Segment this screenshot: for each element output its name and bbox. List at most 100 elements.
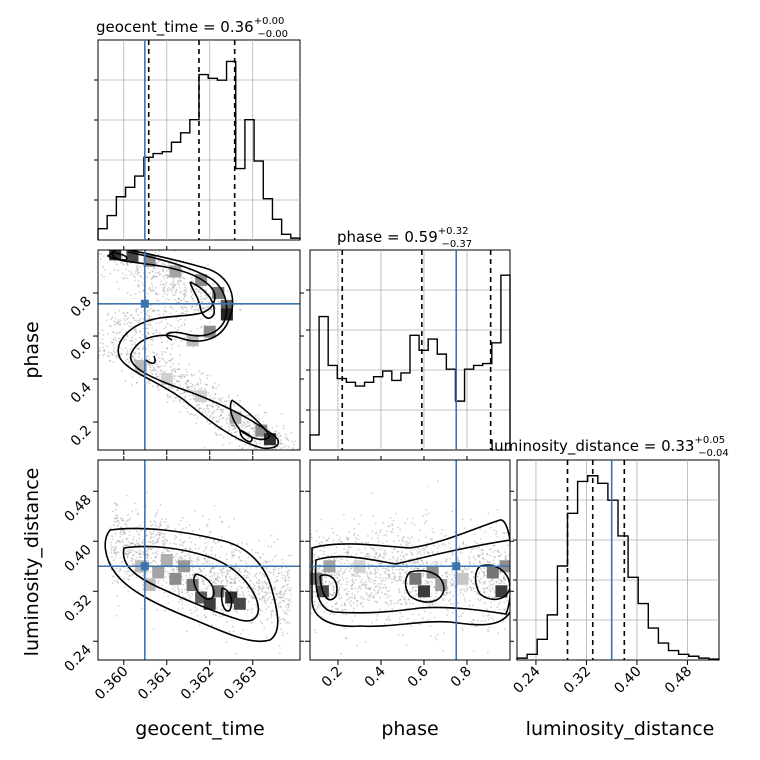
sample-point bbox=[460, 615, 462, 617]
sample-point bbox=[451, 553, 454, 555]
sample-point bbox=[229, 568, 232, 571]
sample-point bbox=[136, 513, 139, 516]
sample-point bbox=[463, 597, 466, 600]
sample-point bbox=[480, 538, 482, 540]
sample-point bbox=[203, 298, 206, 301]
sample-point bbox=[126, 544, 129, 546]
sample-point bbox=[133, 550, 136, 553]
sample-point bbox=[225, 575, 228, 578]
sample-point bbox=[180, 392, 183, 395]
sample-point bbox=[247, 594, 250, 596]
sample-point bbox=[131, 336, 134, 339]
sample-point bbox=[190, 330, 192, 332]
sample-point bbox=[445, 558, 448, 561]
sample-point bbox=[186, 387, 189, 390]
sample-point bbox=[274, 566, 276, 569]
sample-point bbox=[137, 355, 140, 358]
sample-point bbox=[250, 608, 252, 611]
sample-point bbox=[246, 576, 248, 579]
sample-point bbox=[264, 445, 267, 447]
sample-point bbox=[398, 588, 400, 590]
sample-point bbox=[122, 264, 125, 266]
x-tick-label: 0.362 bbox=[178, 664, 218, 704]
sample-point bbox=[130, 271, 133, 273]
sample-point bbox=[161, 518, 163, 520]
sample-point bbox=[135, 382, 138, 384]
sample-point bbox=[261, 585, 264, 587]
sample-point bbox=[250, 548, 253, 551]
sample-point bbox=[114, 508, 117, 511]
sample-point bbox=[128, 325, 131, 327]
sample-point bbox=[344, 608, 347, 611]
sample-point bbox=[196, 557, 198, 560]
sample-point bbox=[473, 619, 476, 622]
sample-point bbox=[287, 576, 290, 579]
sample-point bbox=[271, 598, 273, 601]
sample-point bbox=[135, 309, 137, 312]
sample-point bbox=[367, 567, 370, 570]
sample-point bbox=[219, 515, 222, 518]
sample-point bbox=[131, 356, 134, 359]
sample-point bbox=[209, 394, 212, 397]
sample-point bbox=[280, 567, 283, 569]
sample-point bbox=[156, 552, 158, 555]
sample-point bbox=[247, 586, 249, 588]
sample-point bbox=[462, 593, 465, 596]
sample-point bbox=[375, 567, 378, 569]
panel-frame bbox=[97, 459, 301, 661]
sample-point bbox=[476, 593, 479, 595]
sample-point bbox=[498, 601, 501, 604]
sample-point bbox=[124, 552, 127, 555]
sample-point bbox=[414, 585, 416, 588]
sample-point bbox=[435, 638, 438, 641]
sample-point bbox=[213, 382, 216, 384]
sample-point bbox=[113, 269, 116, 271]
sample-point bbox=[399, 543, 402, 546]
sample-point bbox=[114, 260, 116, 263]
sample-point bbox=[169, 396, 171, 398]
sample-point bbox=[425, 560, 428, 563]
sample-point bbox=[165, 318, 167, 321]
sample-point bbox=[278, 568, 280, 570]
sample-point bbox=[199, 293, 202, 295]
sample-point bbox=[169, 312, 172, 315]
sample-point bbox=[276, 593, 278, 596]
sample-point bbox=[466, 569, 469, 571]
sample-point bbox=[278, 572, 280, 575]
sample-point bbox=[380, 580, 383, 582]
sample-point bbox=[338, 560, 340, 563]
sample-point bbox=[263, 575, 266, 578]
sample-point bbox=[140, 553, 142, 556]
sample-point bbox=[462, 612, 464, 615]
sample-point bbox=[242, 594, 245, 597]
sample-point bbox=[117, 604, 120, 607]
sample-point bbox=[359, 602, 362, 605]
sample-point bbox=[254, 585, 256, 587]
sample-point bbox=[262, 421, 265, 423]
sample-point bbox=[239, 308, 242, 311]
sample-point bbox=[213, 539, 215, 542]
sample-point bbox=[280, 435, 282, 437]
sample-point bbox=[189, 558, 192, 560]
sample-point bbox=[224, 585, 227, 587]
sample-point bbox=[266, 592, 268, 594]
sample-point bbox=[431, 538, 433, 541]
sample-point bbox=[213, 567, 216, 570]
sample-point bbox=[204, 557, 207, 559]
sample-point bbox=[388, 595, 391, 597]
sample-point bbox=[470, 579, 473, 582]
sample-point bbox=[148, 541, 151, 543]
sample-point bbox=[506, 599, 508, 602]
sample-point bbox=[132, 573, 135, 576]
sample-point bbox=[229, 428, 232, 431]
sample-point bbox=[168, 287, 171, 289]
sample-point bbox=[181, 557, 184, 560]
sample-point bbox=[278, 432, 280, 434]
sample-point bbox=[278, 645, 281, 647]
sample-point bbox=[155, 363, 157, 365]
sample-point bbox=[116, 615, 118, 617]
sample-point bbox=[116, 514, 119, 516]
sample-point bbox=[199, 378, 201, 380]
sample-point bbox=[433, 586, 436, 589]
sample-point bbox=[368, 553, 370, 555]
